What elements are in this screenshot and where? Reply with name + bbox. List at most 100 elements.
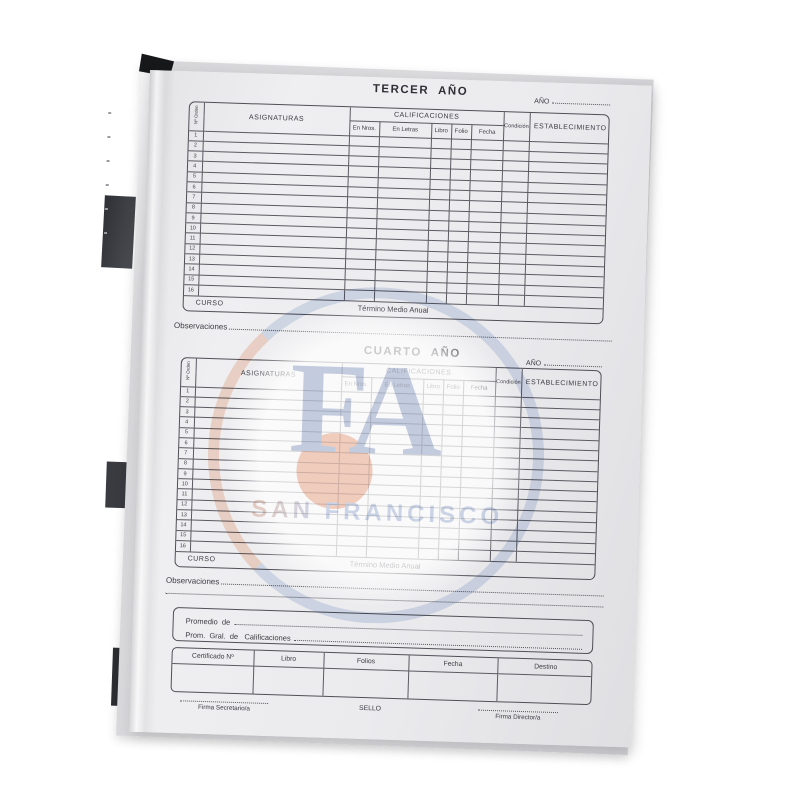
year-dotted-line: [544, 364, 602, 368]
director-signature-label: Firma Director/a: [495, 713, 541, 722]
empty-cell: [439, 497, 460, 509]
report-card-page: TERCER AÑO AÑO Nº Orden ASIGNATURAS CALIFI…: [129, 70, 652, 748]
row-number: 13: [176, 509, 192, 521]
empty-cell: [440, 456, 462, 468]
empty-cell: [430, 148, 451, 160]
empty-cell: [450, 159, 471, 170]
empty-cell: [419, 496, 440, 508]
row-number: 3: [180, 406, 195, 418]
empty-cell: [428, 209, 449, 221]
empty-cell: [421, 445, 442, 457]
empty-cell: [407, 670, 498, 702]
grade-subcolumn-header: En Letras: [379, 121, 432, 138]
empty-cell: [445, 292, 467, 304]
year-field-cuarto: AÑO: [526, 353, 602, 369]
average-label: Promedio de: [185, 616, 231, 627]
empty-cell: [421, 414, 443, 426]
empty-cell: [428, 199, 450, 211]
empty-cell: [448, 200, 470, 212]
empty-cell: [418, 537, 439, 549]
grade-subcolumn-header: Folio: [450, 123, 472, 140]
empty-cell: [437, 548, 459, 560]
empty-cell: [420, 455, 442, 467]
empty-cell: [441, 425, 462, 437]
grade-subcolumn-header: Libro: [422, 378, 444, 395]
empty-cell: [440, 466, 461, 478]
empty-cell: [430, 137, 451, 149]
empty-cell: [448, 220, 469, 232]
grade-grid: Nº Orden ASIGNATURAS CALIFICACIONES Condici…: [175, 358, 602, 565]
establishment-column-header: ESTABLECIMIENTO: [520, 368, 602, 400]
empty-cell: [252, 665, 324, 696]
empty-cell: [441, 414, 463, 426]
year-label: AÑO: [525, 359, 542, 368]
secretary-signature-line: [180, 695, 269, 705]
empty-cell: [322, 667, 409, 699]
empty-cell: [419, 486, 441, 498]
empty-cell: [440, 476, 461, 488]
empty-cell: [421, 434, 442, 446]
row-number: 2: [180, 396, 195, 408]
grade-subcolumn-header: Folio: [442, 379, 464, 395]
director-signature-line: [478, 704, 559, 714]
empty-cell: [447, 251, 468, 263]
grade-grid: Nº Orden ASIGNATURAS CALIFICACIONES Condici…: [183, 102, 610, 309]
establishment-column-header: ESTABLECIMIENTO: [528, 112, 610, 144]
row-number: 11: [177, 489, 192, 500]
observations-label: Observaciones: [165, 575, 220, 587]
empty-cell: [426, 281, 447, 293]
empty-cell: [447, 231, 469, 243]
empty-cell: [429, 189, 450, 201]
row-number: 13: [184, 253, 200, 265]
grade-subcolumn-header: Libro: [431, 122, 452, 139]
grade-table-tercer: Nº Orden ASIGNATURAS CALIFICACIONES Condici…: [182, 101, 610, 325]
grade-subcolumn-header: Fecha: [470, 124, 504, 141]
empty-cell: [429, 168, 451, 180]
empty-cell: [441, 435, 462, 447]
empty-cell: [446, 272, 467, 284]
row-number: 1: [188, 130, 204, 141]
row-number: 15: [184, 274, 199, 286]
row-number: 9: [178, 468, 193, 480]
general-average-label: Prom. Gral. de Calificaciones: [185, 630, 291, 643]
director-signature-block: Firma Director/a: [478, 704, 559, 723]
row-number: 7: [178, 447, 194, 459]
observations-dotted-line: [221, 583, 604, 597]
grade-table-cuarto: Nº Orden ASIGNATURAS CALIFICACIONES Condici…: [174, 357, 602, 580]
row-number: 6: [187, 181, 202, 193]
observations-label: Observaciones: [173, 320, 228, 332]
empty-cell: [427, 251, 448, 262]
certificate-grid: Certificado Nº Libro Folios Fecha Destino: [171, 648, 593, 705]
empty-cell: [422, 404, 443, 415]
row-number: 14: [184, 264, 199, 275]
empty-cell: [171, 662, 254, 694]
empty-cell: [442, 404, 463, 416]
year-dotted-line: [552, 102, 611, 106]
general-average-dotted-line: [294, 639, 583, 650]
empty-cell: [446, 282, 467, 294]
empty-cell: [450, 148, 471, 160]
row-number: 4: [187, 161, 203, 172]
condition-column-header: Condición: [503, 112, 530, 141]
row-number: 8: [178, 458, 193, 469]
row-number: 2: [188, 140, 203, 152]
row-number: 4: [179, 417, 195, 428]
order-column-header: Nº Orden: [181, 358, 196, 387]
empty-cell: [427, 230, 449, 242]
secretary-signature-label: Firma Secretario/a: [197, 703, 250, 713]
empty-cell: [447, 241, 468, 253]
empty-cell: [426, 271, 447, 283]
empty-cell: [420, 476, 441, 487]
empty-cell: [425, 292, 447, 304]
empty-cell: [418, 517, 440, 529]
empty-cell: [419, 506, 440, 518]
row-number: 7: [186, 192, 202, 203]
row-number: 3: [188, 150, 203, 162]
empty-cell: [438, 517, 460, 529]
year-label: AÑO: [534, 98, 550, 106]
condition-column-header: Condición: [494, 368, 522, 397]
empty-cell: [418, 527, 439, 539]
row-number: 6: [179, 437, 194, 449]
row-number: 1: [180, 386, 196, 397]
